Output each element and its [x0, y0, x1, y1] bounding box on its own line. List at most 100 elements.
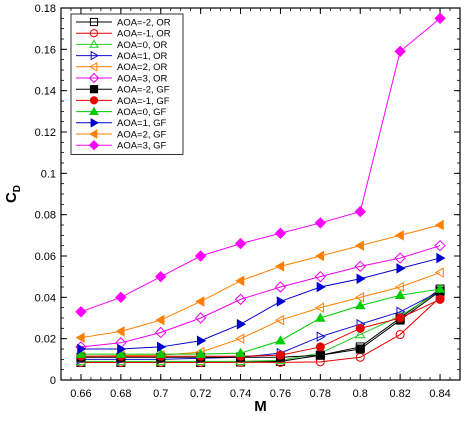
series-10 [75, 219, 444, 343]
legend-label: AOA=-2, GF [117, 85, 170, 96]
y-axis-title: CD [3, 185, 23, 203]
legend-marker [90, 50, 99, 61]
data-point [395, 313, 405, 323]
x-tick-label: 0.8 [353, 388, 368, 400]
y-tick-label: 0.14 [35, 86, 56, 98]
legend-entry: AOA=-2, GF [76, 85, 170, 96]
legend-label: AOA=0, GF [117, 107, 167, 118]
data-point [75, 306, 87, 318]
data-point [275, 350, 285, 360]
legend-entry: AOA=2, OR [76, 61, 168, 73]
data-point [394, 230, 404, 241]
data-point [155, 270, 167, 283]
legend-marker [88, 139, 100, 151]
data-point [236, 318, 246, 330]
legend-marker [88, 72, 100, 84]
y-axis-title-main: C [3, 192, 20, 203]
series-9 [77, 252, 446, 355]
data-point [355, 323, 365, 333]
series-line [80, 290, 441, 362]
series-line [80, 298, 441, 357]
x-tick-label: 0.7 [153, 388, 168, 400]
legend-entry: AOA=0, OR [76, 39, 168, 51]
data-point [395, 330, 405, 340]
data-point [117, 343, 127, 355]
legend-marker [89, 61, 98, 72]
data-point [355, 344, 365, 354]
data-point [314, 302, 325, 313]
data-point [115, 348, 127, 358]
data-point [275, 314, 285, 326]
data-point [234, 237, 247, 250]
y-tick-label: 0.16 [35, 44, 56, 56]
series-line [80, 290, 441, 360]
y-tick-label: 0.12 [35, 127, 56, 139]
legend-label: AOA=2, GF [117, 129, 167, 140]
data-point [394, 281, 404, 293]
x-tick-label: 0.66 [70, 388, 91, 400]
legend-label: AOA=3, GF [117, 141, 167, 152]
y-tick-label: 0.08 [35, 210, 56, 222]
data-point [314, 250, 325, 262]
data-point [354, 292, 364, 303]
legend-box [70, 13, 184, 155]
data-point [434, 239, 446, 252]
series-8 [75, 283, 446, 358]
data-point [194, 250, 207, 262]
series-5 [75, 239, 446, 353]
data-point [276, 296, 286, 307]
data-point [235, 333, 245, 344]
legend-entry: AOA=2, GF [76, 129, 167, 140]
data-point [314, 217, 327, 229]
legend-marker [89, 106, 99, 115]
data-point [394, 45, 406, 58]
data-point [235, 275, 245, 287]
legend-marker [89, 29, 99, 38]
legend-entry: AOA=-1, OR [76, 29, 171, 40]
data-point [396, 263, 406, 274]
axis-tick-labels: 0.66 0.68 0.7 0.72 0.74 0.76 0.78 0.8 0.82 0.84 0 0… [35, 3, 451, 400]
data-point [434, 12, 446, 25]
x-tick-label: 0.84 [429, 388, 450, 400]
data-point [275, 335, 286, 345]
data-point [115, 326, 125, 337]
data-point [315, 350, 325, 360]
data-point [435, 294, 445, 304]
data-point [315, 342, 325, 352]
data-point [234, 293, 247, 306]
legend-marker [89, 85, 99, 94]
data-point [316, 281, 326, 293]
y-tick-label: 0.06 [35, 251, 56, 263]
legend-marker [89, 17, 99, 27]
series-line [80, 224, 441, 339]
legend-entry: AOA=1, GF [76, 117, 167, 129]
y-tick-label: 0.1 [41, 168, 56, 180]
data-point [434, 219, 444, 231]
series-line [80, 17, 441, 313]
series-11 [75, 12, 446, 318]
x-axis-title: M [254, 398, 267, 415]
data-point [155, 326, 167, 339]
legend-entry: AOA=-1, GF [76, 96, 170, 107]
legend-label: AOA=-2, OR [117, 17, 171, 28]
legend-label: AOA=3, OR [117, 73, 168, 84]
data-point [155, 314, 165, 326]
x-tick-label: 0.82 [389, 388, 410, 400]
data-point [394, 252, 406, 264]
y-tick-label: 0.04 [35, 292, 56, 304]
data-point [194, 312, 207, 324]
x-tick-label: 0.72 [190, 388, 211, 400]
data-point [195, 296, 205, 307]
data-point [195, 348, 206, 358]
data-point [77, 343, 87, 355]
legend-marker [90, 117, 99, 128]
data-point [354, 300, 366, 310]
series-line [80, 290, 441, 358]
data-point [115, 291, 127, 304]
data-point [394, 289, 406, 299]
data-point [434, 267, 444, 278]
data-point [75, 348, 87, 358]
legend-label: AOA=0, OR [117, 40, 168, 51]
